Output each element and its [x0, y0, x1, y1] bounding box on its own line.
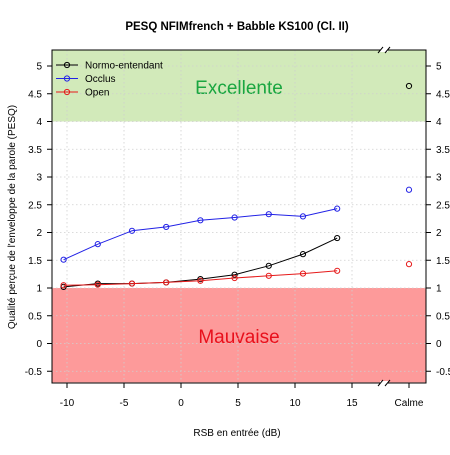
plot-frame [51, 49, 427, 384]
series-line-occlus [63, 208, 338, 261]
legend-marker-normo-entendant [63, 61, 71, 69]
region-label-excellente: Excellente [195, 78, 283, 99]
data-point-normo-entendant [334, 234, 341, 242]
data-point-open [163, 279, 170, 286]
y-tick-label-right: 0 [436, 339, 442, 350]
region-mauvaise [52, 288, 426, 383]
x-tick-label: 0 [178, 398, 184, 409]
legend-label-occlus: Occlus [85, 74, 116, 85]
data-point-calme-normo-entendant [405, 82, 413, 90]
data-point-normo-entendant [231, 271, 238, 278]
data-point-occlus [60, 256, 67, 263]
data-point-calme-open [405, 261, 413, 268]
regions-layer: Excellente Mauvaise [52, 50, 426, 383]
y-tick-label-left: 3 [36, 173, 42, 184]
x-tick-label-calme: Calme [395, 398, 424, 409]
x-tick-label: -5 [120, 398, 129, 409]
y-tick-label-right: -0.5 [436, 367, 450, 378]
legend-label-normo-entendant: Normo-entendant [85, 61, 163, 72]
y-tick-label-left: 3.5 [28, 145, 42, 156]
data-point-occlus [334, 205, 341, 212]
y-tick-label-left: 0 [36, 339, 42, 350]
y-tick-label-right: 3 [436, 173, 442, 184]
y-tick-label-left: 5 [36, 62, 42, 73]
data-point-normo-entendant [265, 262, 272, 269]
data-point-open [334, 267, 341, 274]
data-point-open [128, 280, 136, 287]
data-point-occlus [128, 227, 136, 234]
y-tick-label-right: 3.5 [436, 145, 450, 156]
y-tick-label-right: 1 [436, 284, 442, 295]
y-tick-label-right: 1.5 [436, 256, 450, 267]
chart-title: PESQ NFIMfrench + Babble KS100 (Cl. II) [125, 21, 349, 33]
y-tick-label-left: 0.5 [28, 311, 42, 322]
x-tick-label: 10 [289, 398, 301, 409]
data-point-open [60, 282, 67, 289]
data-point-occlus [299, 213, 307, 220]
series-line-normo-entendant [63, 237, 338, 288]
y-tick-label-left: 4 [36, 117, 42, 128]
data-point-occlus [94, 241, 101, 248]
data-point-occlus [231, 214, 238, 221]
data-point-open [299, 270, 307, 277]
legend-label-open: Open [85, 88, 109, 99]
y-tick-label-right: 4 [436, 117, 442, 128]
data-point-normo-entendant [299, 251, 307, 258]
y-tick-label-left: 4.5 [28, 89, 42, 100]
x-tick-label: 15 [346, 398, 358, 409]
data-point-open [94, 281, 101, 288]
series-line-open [63, 270, 338, 286]
data-point-open [231, 274, 238, 282]
data-point-calme-occlus [405, 186, 413, 193]
data-point-open [197, 277, 204, 284]
axis-break-mark [384, 46, 391, 54]
y-tick-label-right: 2 [436, 228, 442, 239]
data-point-occlus [197, 217, 204, 224]
axis-break-gap [380, 381, 388, 385]
legend-marker-open [63, 88, 71, 96]
axis-break-mark [377, 379, 384, 387]
y-tick-label-left: 1 [36, 284, 42, 295]
series-layer [60, 82, 413, 290]
axis-break-gap [380, 48, 388, 52]
y-tick-label-right: 4.5 [436, 89, 450, 100]
grid-layer [52, 50, 426, 383]
axis-break-mark [384, 379, 391, 387]
y-tick-label-left: -0.5 [25, 367, 43, 378]
axis-break-mark [377, 46, 384, 54]
y-tick-label-left: 2.5 [28, 200, 42, 211]
legend: Normo-entendant Occlus Open [56, 61, 163, 99]
x-axis-title: RSB en entrée (dB) [193, 428, 280, 439]
y-axis-title: Qualité perçue de l'enveloppe de la paro… [7, 105, 18, 329]
data-point-occlus [163, 223, 170, 231]
data-point-occlus [265, 211, 272, 218]
y-tick-label-right: 5 [436, 62, 442, 73]
y-tick-label-right: 2.5 [436, 200, 450, 211]
y-tick-label-left: 1.5 [28, 256, 42, 267]
region-excellente [52, 50, 426, 122]
x-tick-label: 5 [235, 398, 241, 409]
axes-layer: -10 -5 0 5 10 15 Calme-0.500.511.522.533.544.5… [25, 46, 450, 409]
y-tick-label-right: 0.5 [436, 311, 450, 322]
region-label-mauvaise: Mauvaise [198, 327, 279, 348]
data-point-open [265, 272, 272, 279]
x-tick-label: -10 [60, 398, 75, 409]
legend-marker-occlus [63, 75, 71, 82]
y-tick-label-left: 2 [36, 228, 42, 239]
